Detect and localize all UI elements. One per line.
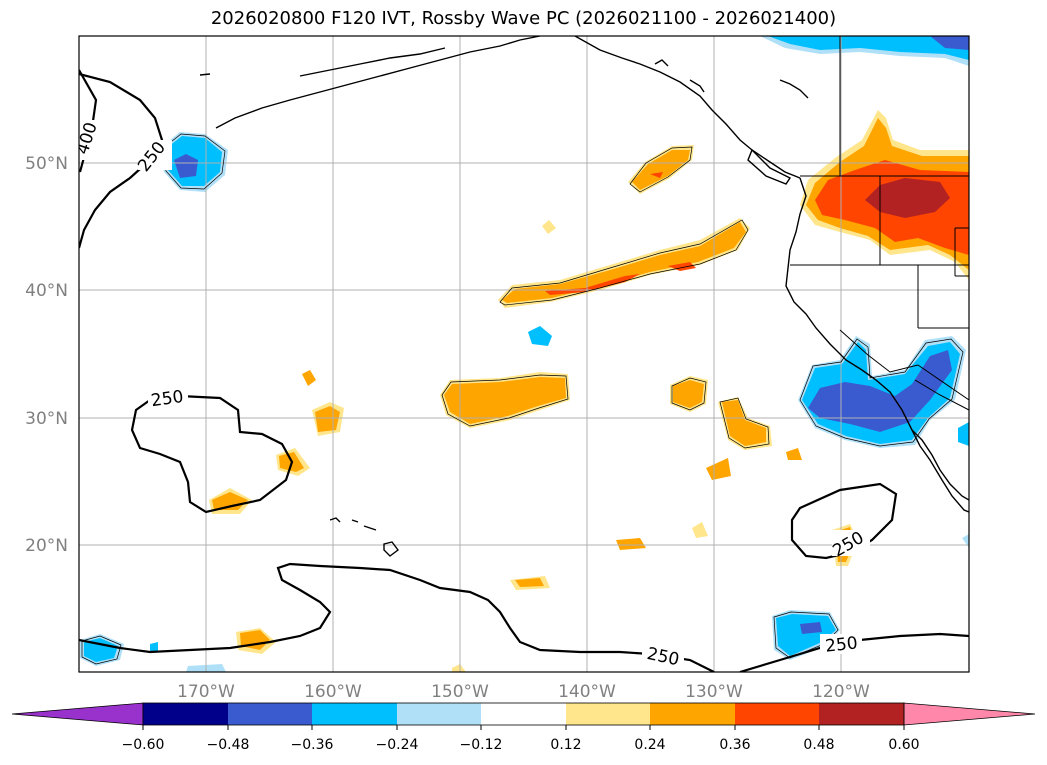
small-blue-a: [528, 326, 552, 346]
map-title: 2026020800 F120 IVT, Rossby Wave PC (202…: [210, 8, 837, 29]
colorbar: −0.60 −0.48 −0.36 −0.24 −0.12 0.12 0.24 …: [11, 702, 1036, 753]
small-blue-b: [150, 642, 158, 652]
small-blob-i: [616, 538, 646, 550]
contour-label: 250: [824, 633, 858, 656]
colorbar-extend-low: [11, 702, 144, 726]
small-blob-h: [515, 578, 544, 587]
colorbar-extend-high: [903, 702, 1036, 726]
streak-48n-orange: [632, 150, 690, 190]
lon-label: 160°W: [304, 682, 362, 702]
colorbar-tick-label: 0.36: [719, 737, 750, 753]
contour-label-bg: [832, 530, 870, 556]
plot-frame: [78, 35, 970, 673]
blob-150w-orange: [444, 377, 566, 424]
plot-area: [79, 36, 969, 672]
small-blob-j: [706, 458, 731, 480]
band-40n-orange: [502, 222, 746, 303]
lon-label: 130°W: [685, 682, 743, 702]
aleutian-blob-blue: [174, 154, 198, 178]
colorbar-tick-label: 0.60: [888, 737, 919, 753]
colorbar-bin: [735, 703, 819, 725]
small-blob-m: [302, 370, 316, 386]
lat-label: 30°N: [25, 409, 68, 429]
small-blob-o: [452, 664, 466, 672]
colorbar-tick-label: −0.48: [207, 737, 250, 753]
contour-label: 250: [150, 387, 185, 411]
colorbar-bin: [143, 703, 228, 725]
lon-label: 170°W: [177, 682, 235, 702]
contour-label-bg: [138, 140, 172, 170]
colorbar-bin: [397, 703, 481, 725]
lat-label: 40°N: [25, 281, 68, 301]
south-blob-cyan: [776, 614, 836, 656]
lon-label: 140°W: [558, 682, 616, 702]
lat-label: 20°N: [25, 536, 68, 556]
socal-blob-blue: [808, 350, 952, 432]
longitude-axis: 170°W 160°W 150°W 140°W 130°W 120°W: [177, 682, 870, 702]
colorbar-bin: [650, 703, 735, 725]
pnw-blob-darkred: [865, 178, 950, 218]
lat-label: 50°N: [25, 154, 68, 174]
small-blob-a: [673, 380, 704, 408]
small-blob-b: [722, 400, 766, 446]
map-layers: 400 250 250 250 250 250: [79, 36, 969, 672]
latitude-axis: 50°N 40°N 30°N 20°N: [25, 154, 68, 556]
contour-label-bg: [148, 388, 188, 408]
contour-label-bg: [820, 634, 862, 654]
lon-label: 120°W: [812, 682, 870, 702]
south-blob-blue: [800, 622, 822, 634]
colorbar-bin: [566, 703, 650, 725]
streak-48n-red: [650, 172, 663, 178]
coastlines: [199, 36, 969, 557]
gridlines: [79, 36, 969, 672]
colorbar-tick-label: −0.12: [460, 737, 503, 753]
positive-anomaly-fill: [209, 110, 969, 672]
colorbar-bin: [819, 703, 904, 725]
small-blob-c: [315, 406, 340, 432]
north-blob-cyan: [768, 36, 969, 60]
lon-label: 150°W: [431, 682, 489, 702]
colorbar-tick-label: −0.24: [376, 737, 419, 753]
political-borders: [790, 36, 969, 411]
colorbar-tick-label: 0.48: [803, 737, 834, 753]
colorbar-tick-label: 0.24: [634, 737, 665, 753]
small-blob-l: [786, 448, 802, 460]
contour-label-bg: [79, 120, 106, 160]
colorbar-bin: [312, 703, 397, 725]
north-blob-blue: [930, 36, 969, 50]
small-blob-n: [542, 220, 556, 234]
contour-label-bg: [642, 646, 684, 666]
colorbar-bin: [481, 703, 566, 725]
colorbar-tick-label: −0.36: [291, 737, 334, 753]
colorbar-bin: [228, 703, 312, 725]
small-blue-d: [958, 422, 969, 446]
colorbar-tick-label: −0.60: [122, 737, 165, 753]
southwest-blob-cyan: [84, 638, 118, 662]
contour-labels: 400 250 250 250 250 250: [79, 120, 870, 670]
colorbar-ticks: [142, 725, 905, 730]
colorbar-tick-label: 0.12: [550, 737, 581, 753]
colorbar-frame: [142, 702, 905, 726]
small-blob-k: [692, 522, 708, 538]
